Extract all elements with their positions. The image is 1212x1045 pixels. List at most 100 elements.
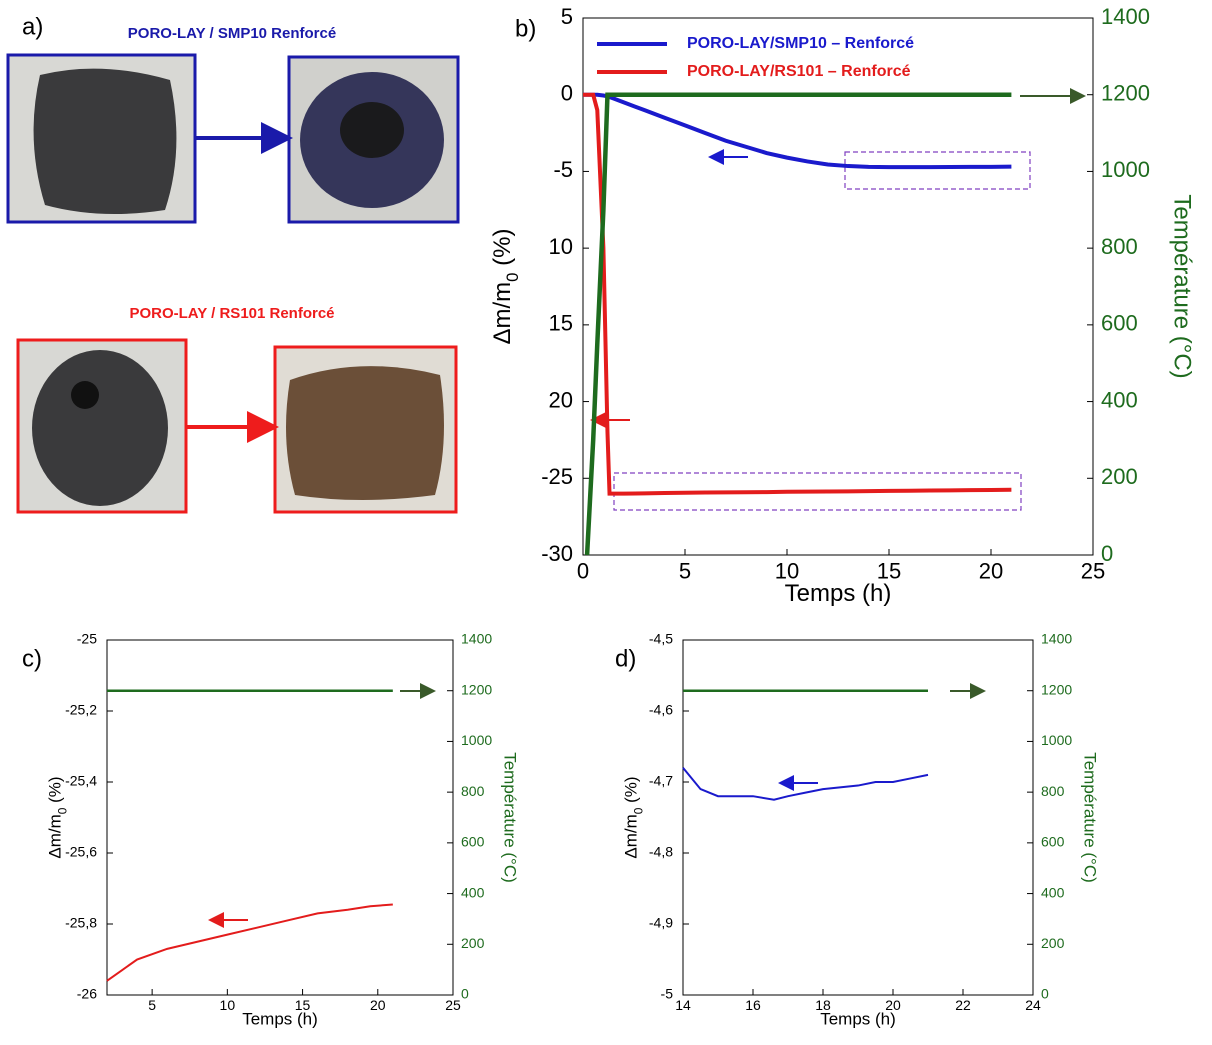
y-axis-label: Δm/m0 (%) [489, 228, 522, 344]
photo-caption: PORO-LAY / RS101 Renforcé [129, 305, 334, 322]
y2-tick-label: 1400 [461, 631, 492, 647]
y2-tick-label: 400 [1041, 884, 1065, 900]
panel-label: b) [515, 15, 536, 42]
annotations [208, 88, 1086, 928]
series-line [584, 92, 1012, 556]
x-tick-label: 25 [1081, 558, 1105, 583]
x-tick-label: 20 [885, 997, 901, 1013]
y-tick-label: 20 [549, 387, 573, 412]
series-line [583, 92, 1012, 496]
y2-tick-label: 1200 [1101, 81, 1150, 106]
photo-caption: PORO-LAY / SMP10 Renforcé [128, 25, 336, 42]
x-tick-label: 15 [295, 997, 311, 1013]
y-tick-label: 15 [549, 311, 573, 336]
y-tick-label: -25,2 [65, 702, 97, 718]
y-tick-label: 10 [549, 234, 573, 259]
x-axis-label: Temps (h) [820, 1010, 896, 1029]
series-line [682, 767, 929, 801]
y2-axis-label: Température (°C) [1169, 194, 1196, 378]
y2-tick-label: 800 [1041, 783, 1065, 799]
y-tick-label: -4,5 [649, 631, 673, 647]
x-tick-label: 16 [745, 997, 761, 1013]
x-tick-label: 20 [979, 558, 1003, 583]
y-axis-label-part: (%) [46, 776, 65, 807]
sample [286, 366, 444, 500]
y-axis-label-part: (%) [489, 228, 516, 272]
y-tick-label: -4,7 [649, 773, 673, 789]
panel-label: a) [22, 13, 43, 40]
y-tick-label: -25,4 [65, 773, 97, 789]
y2-tick-label: 1200 [461, 681, 492, 697]
x-tick-label: 22 [955, 997, 971, 1013]
y2-tick-label: 1000 [1101, 157, 1150, 182]
x-axis-label: Temps (h) [785, 580, 892, 607]
panel-label: d) [615, 645, 636, 672]
y2-tick-label: 400 [461, 884, 485, 900]
plot-frame [582, 17, 1094, 556]
plot-frame [106, 639, 454, 996]
panel-label: c) [22, 645, 42, 672]
y-tick-label: -5 [661, 986, 674, 1002]
y-axis-label-part: Δm/m [622, 814, 641, 858]
y-tick-label: 0 [561, 81, 573, 106]
x-tick-label: 10 [775, 558, 799, 583]
y2-tick-label: 1400 [1101, 4, 1150, 29]
legend-label: PORO-LAY/RS101 – Renforcé [687, 63, 911, 80]
y-tick-label: 5 [561, 4, 573, 29]
y2-tick-label: 0 [461, 986, 469, 1002]
y-axis-label-part: 0 [56, 807, 70, 814]
y2-tick-label: 0 [1101, 541, 1113, 566]
sample [32, 350, 168, 506]
y2-axis-label: Température (°C) [501, 752, 520, 883]
y-tick-label: -30 [541, 541, 573, 566]
x-tick-label: 25 [445, 997, 461, 1013]
x-tick-label: 24 [1025, 997, 1041, 1013]
y2-tick-label: 1400 [1041, 631, 1072, 647]
y2-tick-label: 600 [461, 834, 485, 850]
y2-tick-label: 600 [1101, 311, 1138, 336]
y-axis-label-part: (%) [622, 776, 641, 807]
series-line [106, 903, 393, 982]
highlight-box [613, 472, 1022, 511]
photo-group: a) PORO-LAY / SMP10 Renforcé PORO-LAY / … [6, 13, 460, 514]
y-tick-label: -4,6 [649, 702, 673, 718]
y-axis-label-part: 0 [503, 272, 522, 281]
sample [33, 68, 177, 214]
y-tick-label: -25,6 [65, 844, 97, 860]
y-axis-label-part: 0 [632, 807, 646, 814]
y-tick-label: -25,8 [65, 915, 97, 931]
x-tick-label: 20 [370, 997, 386, 1013]
y2-tick-label: 800 [1101, 234, 1138, 259]
x-tick-label: 5 [148, 997, 156, 1013]
y2-tick-label: 200 [1101, 464, 1138, 489]
y-axis-label-part: Δm/m [489, 282, 516, 345]
y-axis-label: Δm/m0 (%) [46, 776, 70, 858]
x-tick-label: 5 [679, 558, 691, 583]
y2-tick-label: 800 [461, 783, 485, 799]
y2-tick-label: 1200 [1041, 681, 1072, 697]
y2-tick-label: 200 [461, 935, 485, 951]
y2-tick-label: 1000 [461, 732, 492, 748]
y2-tick-label: 0 [1041, 986, 1049, 1002]
y2-tick-label: 600 [1041, 834, 1065, 850]
legend-label: PORO-LAY/SMP10 – Renforcé [687, 35, 914, 52]
series-line [583, 92, 1012, 170]
y-tick-label: -25 [541, 464, 573, 489]
y-axis-label-part: Δm/m [46, 814, 65, 858]
sample [71, 381, 99, 409]
y2-tick-label: 400 [1101, 387, 1138, 412]
highlight-box [844, 151, 1031, 190]
x-tick-label: 15 [877, 558, 901, 583]
x-tick-label: 10 [220, 997, 236, 1013]
x-tick-label: 18 [815, 997, 831, 1013]
x-tick-label: 14 [675, 997, 691, 1013]
sample [340, 102, 404, 158]
y-tick-label: -4,8 [649, 844, 673, 860]
y2-tick-label: 1000 [1041, 732, 1072, 748]
x-tick-label: 0 [577, 558, 589, 583]
y-tick-label: -26 [77, 986, 97, 1002]
y-tick-label: -5 [553, 157, 573, 182]
y-tick-label: -25 [77, 631, 97, 647]
y-axis-label: Δm/m0 (%) [622, 776, 646, 858]
y-tick-label: -4,9 [649, 915, 673, 931]
